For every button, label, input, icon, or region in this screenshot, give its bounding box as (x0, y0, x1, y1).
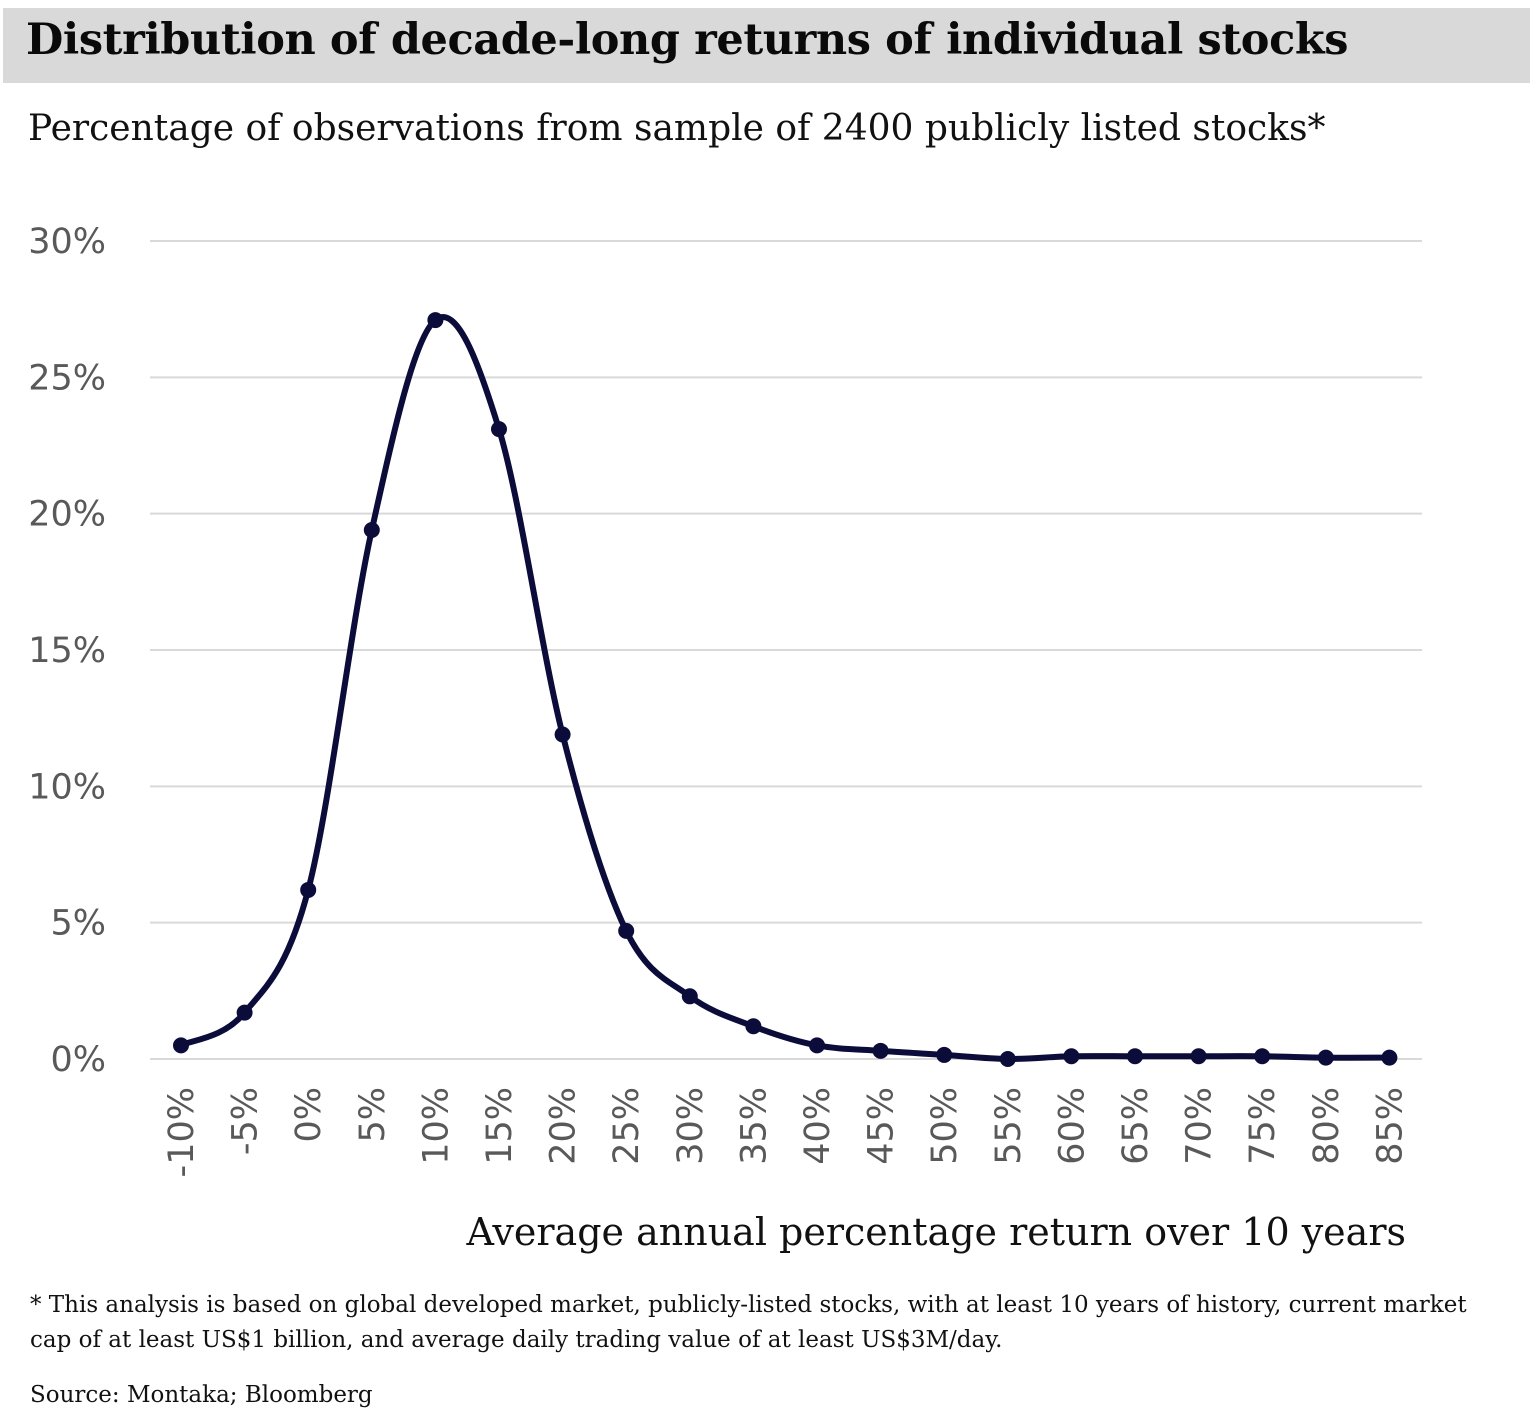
data-point (1063, 1048, 1080, 1065)
x-tick-label: 40% (798, 1087, 838, 1165)
x-axis-tick-labels: -10% -5% 0% 5% 10% 15% 20% 25% 30% 35% 40% 45% 50% 55… (162, 1087, 1410, 1177)
x-tick-label: 85% (1370, 1087, 1410, 1165)
data-point (554, 726, 571, 743)
y-tick-label: 15% (28, 631, 106, 671)
chart-subtitle: Percentage of observations from sample o… (28, 108, 1326, 149)
y-tick-label: 0% (50, 1040, 106, 1080)
data-point (300, 881, 317, 898)
title-bar (3, 8, 1530, 83)
data-point (681, 988, 698, 1005)
x-tick-label: 0% (289, 1087, 329, 1143)
data-point (491, 421, 507, 438)
y-tick-label: 30% (28, 222, 106, 262)
data-point (1190, 1048, 1207, 1065)
data-point (809, 1037, 825, 1054)
x-tick-label: 35% (734, 1087, 774, 1165)
x-tick-label: 10% (416, 1087, 456, 1165)
x-tick-label: 20% (544, 1087, 584, 1165)
footnote: * This analysis is based on global devel… (30, 1292, 1467, 1353)
series-line-layer (178, 314, 1393, 1063)
x-tick-label: 75% (1243, 1087, 1283, 1165)
gridlines (150, 240, 1422, 1060)
data-point (872, 1042, 889, 1059)
data-point (427, 312, 444, 329)
x-tick-label: 50% (925, 1087, 965, 1165)
x-tick-label: 15% (480, 1087, 520, 1165)
y-tick-label: 10% (28, 767, 106, 807)
data-point (1317, 1049, 1334, 1066)
x-axis-title: Average annual percentage return over 10… (466, 1210, 1406, 1254)
x-tick-label: -5% (226, 1087, 266, 1155)
series-line (178, 314, 1393, 1063)
data-point (1254, 1048, 1271, 1065)
data-point (745, 1018, 762, 1035)
source-note: Source: Montaka; Bloomberg (30, 1382, 373, 1408)
data-point (1127, 1048, 1143, 1065)
data-point (936, 1046, 953, 1063)
x-tick-label: 70% (1180, 1087, 1220, 1165)
line-chart: 0% 5% 10% 15% 20% 25% 30% -10% -5% 0% 5% 10% 15% 20%… (28, 222, 1422, 1254)
x-tick-label: 60% (1052, 1087, 1092, 1165)
y-axis-tick-labels: 0% 5% 10% 15% 20% 25% 30% (28, 222, 106, 1080)
data-point (236, 1004, 253, 1021)
x-tick-label: 5% (353, 1087, 393, 1143)
y-tick-label: 20% (28, 495, 106, 535)
x-tick-label: 80% (1307, 1087, 1347, 1165)
x-tick-label: 30% (671, 1087, 711, 1165)
data-point (1381, 1049, 1398, 1066)
x-tick-label: 55% (989, 1087, 1029, 1165)
y-tick-label: 25% (28, 358, 106, 398)
data-point (363, 522, 380, 539)
data-points (173, 312, 1398, 1067)
y-tick-label: 5% (50, 904, 106, 944)
data-point (173, 1037, 189, 1054)
data-point (999, 1051, 1016, 1067)
x-tick-label: 65% (1116, 1087, 1156, 1165)
x-tick-label: 45% (862, 1087, 902, 1165)
x-tick-label: 25% (607, 1087, 647, 1165)
chart-title: Distribution of decade-long returns of i… (26, 15, 1349, 65)
data-point (618, 922, 635, 939)
x-tick-label: -10% (162, 1087, 202, 1177)
